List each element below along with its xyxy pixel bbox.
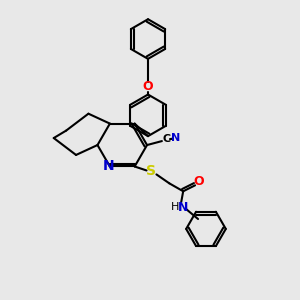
Text: C: C (163, 134, 171, 144)
Text: O: O (194, 175, 204, 188)
Text: N: N (171, 133, 180, 143)
Text: N: N (178, 201, 188, 214)
Text: O: O (143, 80, 153, 93)
Text: S: S (146, 164, 157, 178)
Text: N: N (103, 160, 115, 173)
Text: H: H (171, 202, 179, 212)
